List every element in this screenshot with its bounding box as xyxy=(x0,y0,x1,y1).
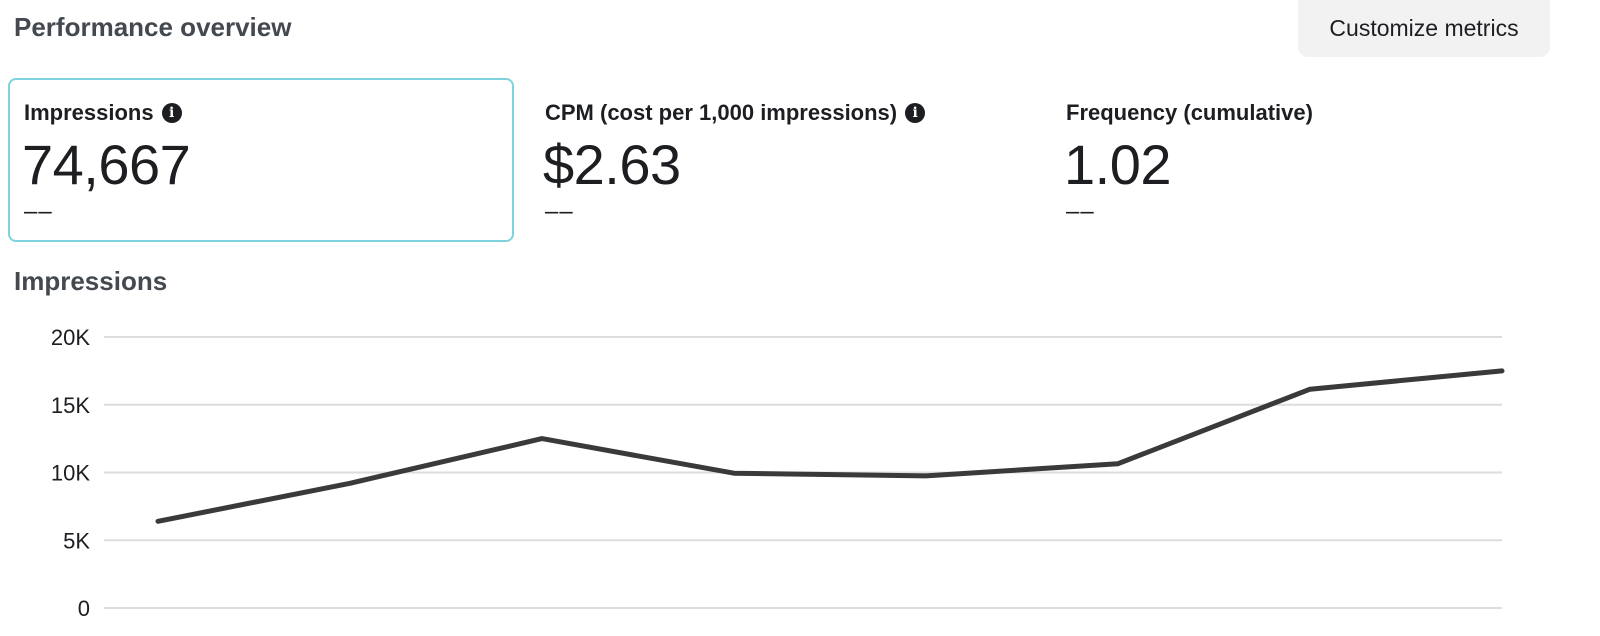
metric-label-wrap: Impressions i xyxy=(24,100,182,126)
metric-card-cpm[interactable]: CPM (cost per 1,000 impressions) i $2.63… xyxy=(529,78,1035,242)
metric-label-wrap: CPM (cost per 1,000 impressions) i xyxy=(545,100,926,126)
customize-metrics-button[interactable]: Customize metrics xyxy=(1298,0,1550,57)
chart-title: Impressions xyxy=(14,266,168,296)
y-tick-label: 5K xyxy=(63,528,90,553)
metric-value: 1.02 xyxy=(1064,133,1172,196)
metric-card-impressions[interactable]: Impressions i 74,667 –– xyxy=(8,78,514,242)
series-line-impressions xyxy=(155,368,1505,524)
metric-card-frequency[interactable]: Frequency (cumulative) 1.02 –– xyxy=(1050,78,1556,242)
metric-value: 74,667 xyxy=(22,133,191,196)
info-icon[interactable]: i xyxy=(905,103,926,123)
metric-delta: –– xyxy=(545,198,574,225)
metric-label: Impressions xyxy=(24,100,154,125)
page-title: Performance overview xyxy=(14,12,292,42)
y-tick-label: 0 xyxy=(78,596,90,621)
page-header: Performance overview Customize metrics xyxy=(0,0,1600,70)
metric-label-wrap: Frequency (cumulative) xyxy=(1066,100,1313,126)
info-icon[interactable]: i xyxy=(161,103,182,123)
y-tick-label: 10K xyxy=(51,461,90,486)
y-tick-label: 15K xyxy=(51,393,90,418)
metric-value: $2.63 xyxy=(543,133,681,196)
metric-label: Frequency (cumulative) xyxy=(1066,100,1313,125)
metric-label: CPM (cost per 1,000 impressions) xyxy=(545,100,898,125)
metric-delta: –– xyxy=(1066,198,1095,225)
impressions-line-chart: 0 5K 10K 15K 20K xyxy=(51,325,1505,621)
y-tick-label: 20K xyxy=(51,325,90,350)
metric-delta: –– xyxy=(24,198,53,225)
